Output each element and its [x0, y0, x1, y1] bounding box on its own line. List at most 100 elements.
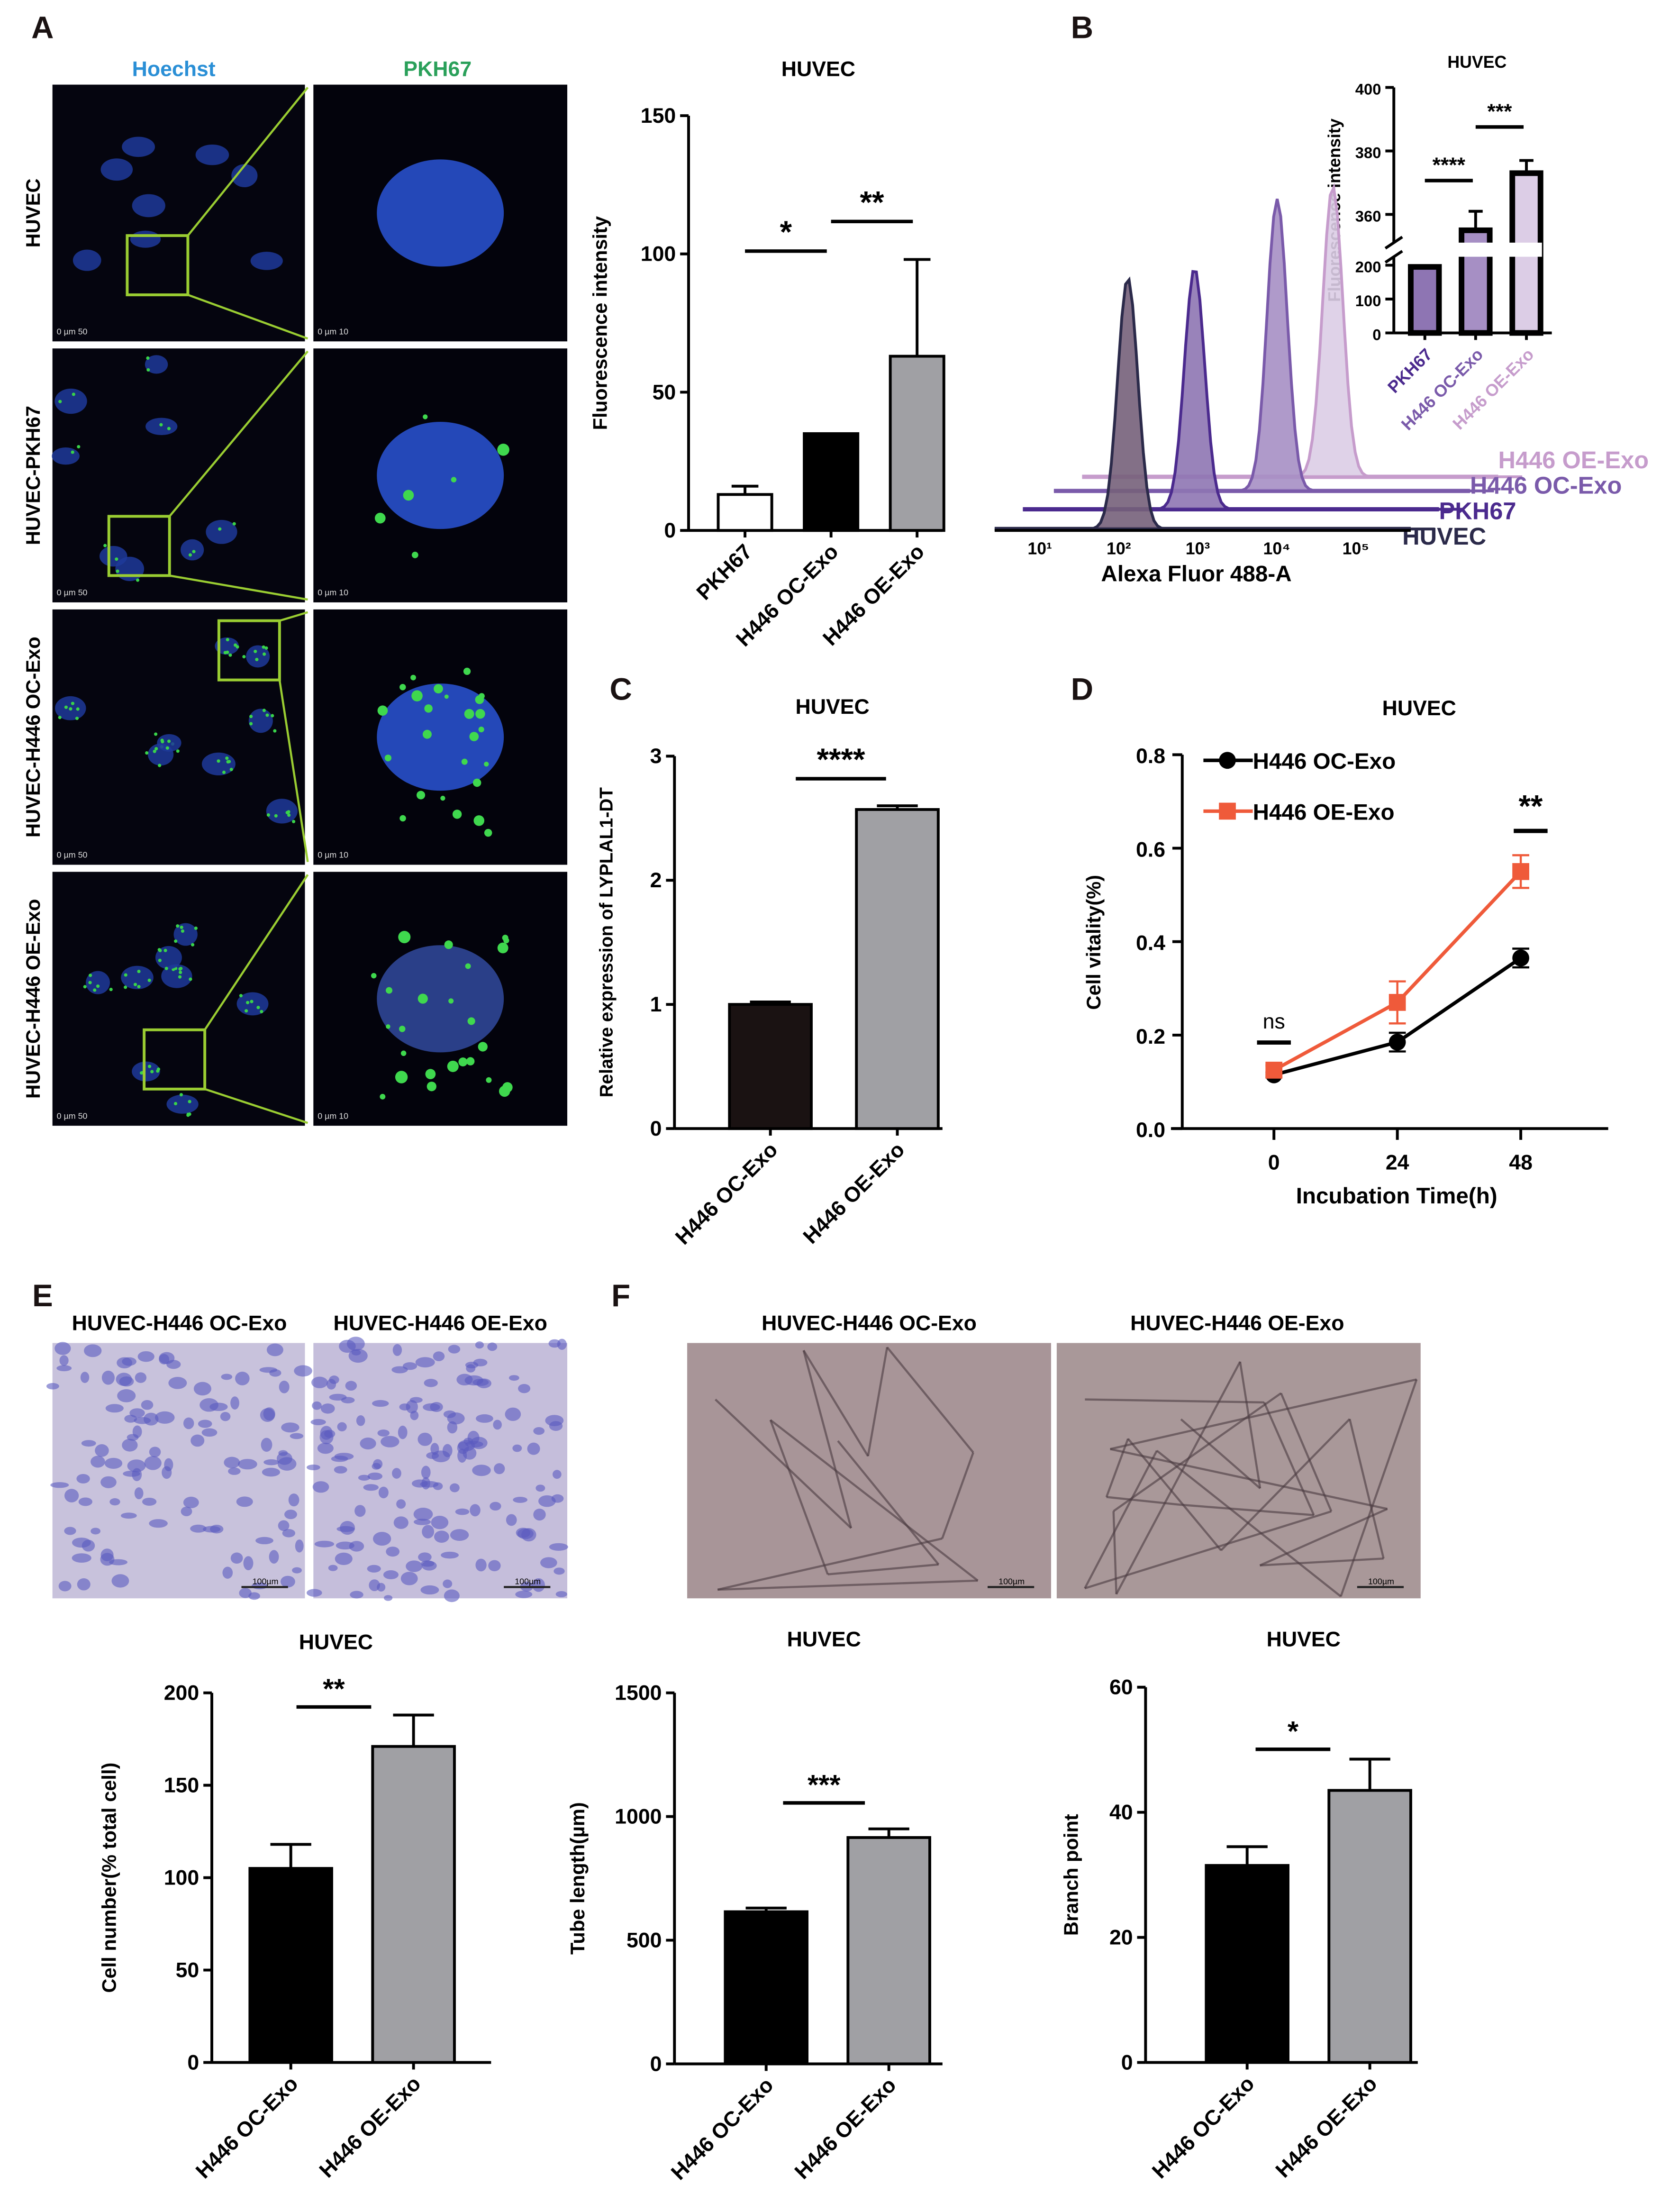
nucleus: [155, 946, 182, 969]
stained-cell: [183, 1417, 194, 1429]
vesicle-dot: [232, 522, 236, 526]
stained-cell: [238, 1459, 257, 1470]
stained-cell: [367, 1472, 383, 1480]
stained-cell: [117, 1389, 136, 1402]
y-tick-label: 0: [650, 2052, 662, 2075]
stained-cell: [557, 1338, 567, 1350]
vesicle-dot: [499, 1085, 510, 1097]
vesicle-dot: [469, 732, 479, 741]
image-title: HUVEC-H446 OE-Exo: [334, 1312, 547, 1335]
nucleus: [236, 992, 269, 1016]
data-point: [1265, 1062, 1283, 1079]
stained-cell: [95, 1444, 109, 1457]
panel-label-C: C: [610, 672, 632, 706]
stained-cell: [269, 1550, 279, 1564]
stained-cell: [327, 1379, 336, 1390]
stained-cell: [137, 1351, 154, 1362]
y-tick-label: 100: [164, 1866, 199, 1889]
vesicle-dot: [189, 977, 192, 981]
stained-cell: [221, 1374, 233, 1380]
nucleus-zoom: [377, 159, 504, 267]
vesicle-dot: [158, 958, 162, 962]
vesicle-dot: [242, 655, 246, 659]
vesicle-dot: [377, 705, 388, 716]
vesicle-dot: [384, 755, 391, 762]
stained-cell: [475, 1414, 493, 1423]
stained-cell: [154, 1411, 175, 1424]
tube-segment: [1112, 1511, 1117, 1594]
series-label: H446 OE-Exo: [1498, 446, 1649, 473]
tube-segment: [1156, 1449, 1342, 1598]
stained-cell: [505, 1407, 521, 1421]
y-axis-label: Cell number(% total cell): [98, 1763, 120, 1993]
micrograph: HUVEC-H446 OC-Exo 100µm: [46, 1312, 312, 1600]
x-tick-label: H446 OE-Exo: [790, 2074, 901, 2184]
stained-cell: [488, 1560, 501, 1572]
stained-cell: [59, 1355, 69, 1366]
tube-segment: [1115, 1361, 1241, 1595]
vesicle-dot: [478, 727, 484, 733]
vesicle-dot: [503, 938, 509, 944]
vesicle-dot: [484, 828, 492, 837]
vesicle-dot: [225, 756, 229, 760]
stained-cell: [392, 1344, 402, 1356]
stained-cell: [81, 1440, 96, 1447]
vesicle-dot: [451, 477, 457, 482]
micrograph-row: 0 µm 50 0 µm 10 HUVEC-H446 OE-Exo: [22, 872, 568, 1126]
nucleus: [115, 556, 145, 581]
x-tick-label: 0: [1268, 1151, 1280, 1174]
vesicle-dot: [124, 985, 127, 989]
panel-label-B: B: [1071, 10, 1093, 45]
stained-cell: [463, 1447, 477, 1460]
vesicle-dot: [236, 645, 239, 649]
vesicle-dot: [484, 761, 489, 767]
vesicle-dot: [77, 445, 81, 449]
row-label: HUVEC: [22, 179, 44, 248]
vesicle-dot: [179, 1093, 183, 1097]
histogram-H446 OE-Exo: [1082, 182, 1523, 479]
stained-cell: [64, 1527, 76, 1535]
stained-cell: [340, 1520, 355, 1535]
stained-cell: [415, 1357, 435, 1368]
significance-label: ****: [1433, 154, 1466, 177]
vesicle-dot: [179, 966, 183, 970]
stained-cell: [527, 1442, 540, 1455]
stained-cell: [259, 1367, 278, 1373]
vesicle-dot: [266, 813, 270, 817]
vesicle-dot: [478, 1042, 488, 1052]
tube-segment: [827, 1563, 939, 1575]
micrograph-image: [687, 1343, 1051, 1599]
vesicle-dot: [425, 1069, 436, 1080]
vesicle-dot: [398, 931, 411, 944]
vesicle-dot: [256, 1006, 260, 1010]
vesicle-dot: [239, 994, 243, 998]
stained-cell: [350, 1591, 363, 1599]
axis-break-gap: [1380, 242, 1542, 257]
vesicle-dot: [93, 988, 97, 992]
vesicle-dot: [188, 1100, 191, 1103]
vesicle-dot: [58, 716, 62, 719]
stained-cell: [306, 1589, 322, 1597]
x-tick-label: H446 OE-Exo: [799, 1138, 909, 1248]
stained-cell: [104, 1457, 123, 1469]
stained-cell: [555, 1591, 567, 1597]
stained-cell: [100, 1548, 114, 1562]
stained-cell: [284, 1510, 297, 1520]
stained-cell: [356, 1415, 365, 1426]
stained-cell: [263, 1407, 275, 1420]
chart-title: HUVEC: [1382, 697, 1456, 720]
vesicle-dot: [249, 722, 253, 726]
stained-cell: [422, 1525, 435, 1538]
x-tick-label: 10⁵: [1343, 539, 1369, 558]
nucleus: [73, 249, 101, 271]
vesicle-dot: [479, 693, 485, 700]
tube-segment: [886, 1347, 974, 1453]
vesicle-dot: [150, 1070, 154, 1074]
vesicle-dot: [458, 1057, 468, 1067]
bar-H446 OE-Exo: [889, 355, 945, 532]
tube-segment: [867, 1347, 889, 1456]
stained-cell: [228, 1467, 241, 1475]
tube-segment: [717, 1579, 978, 1591]
stained-cell: [183, 1496, 199, 1509]
vesicle-dot: [89, 974, 92, 977]
